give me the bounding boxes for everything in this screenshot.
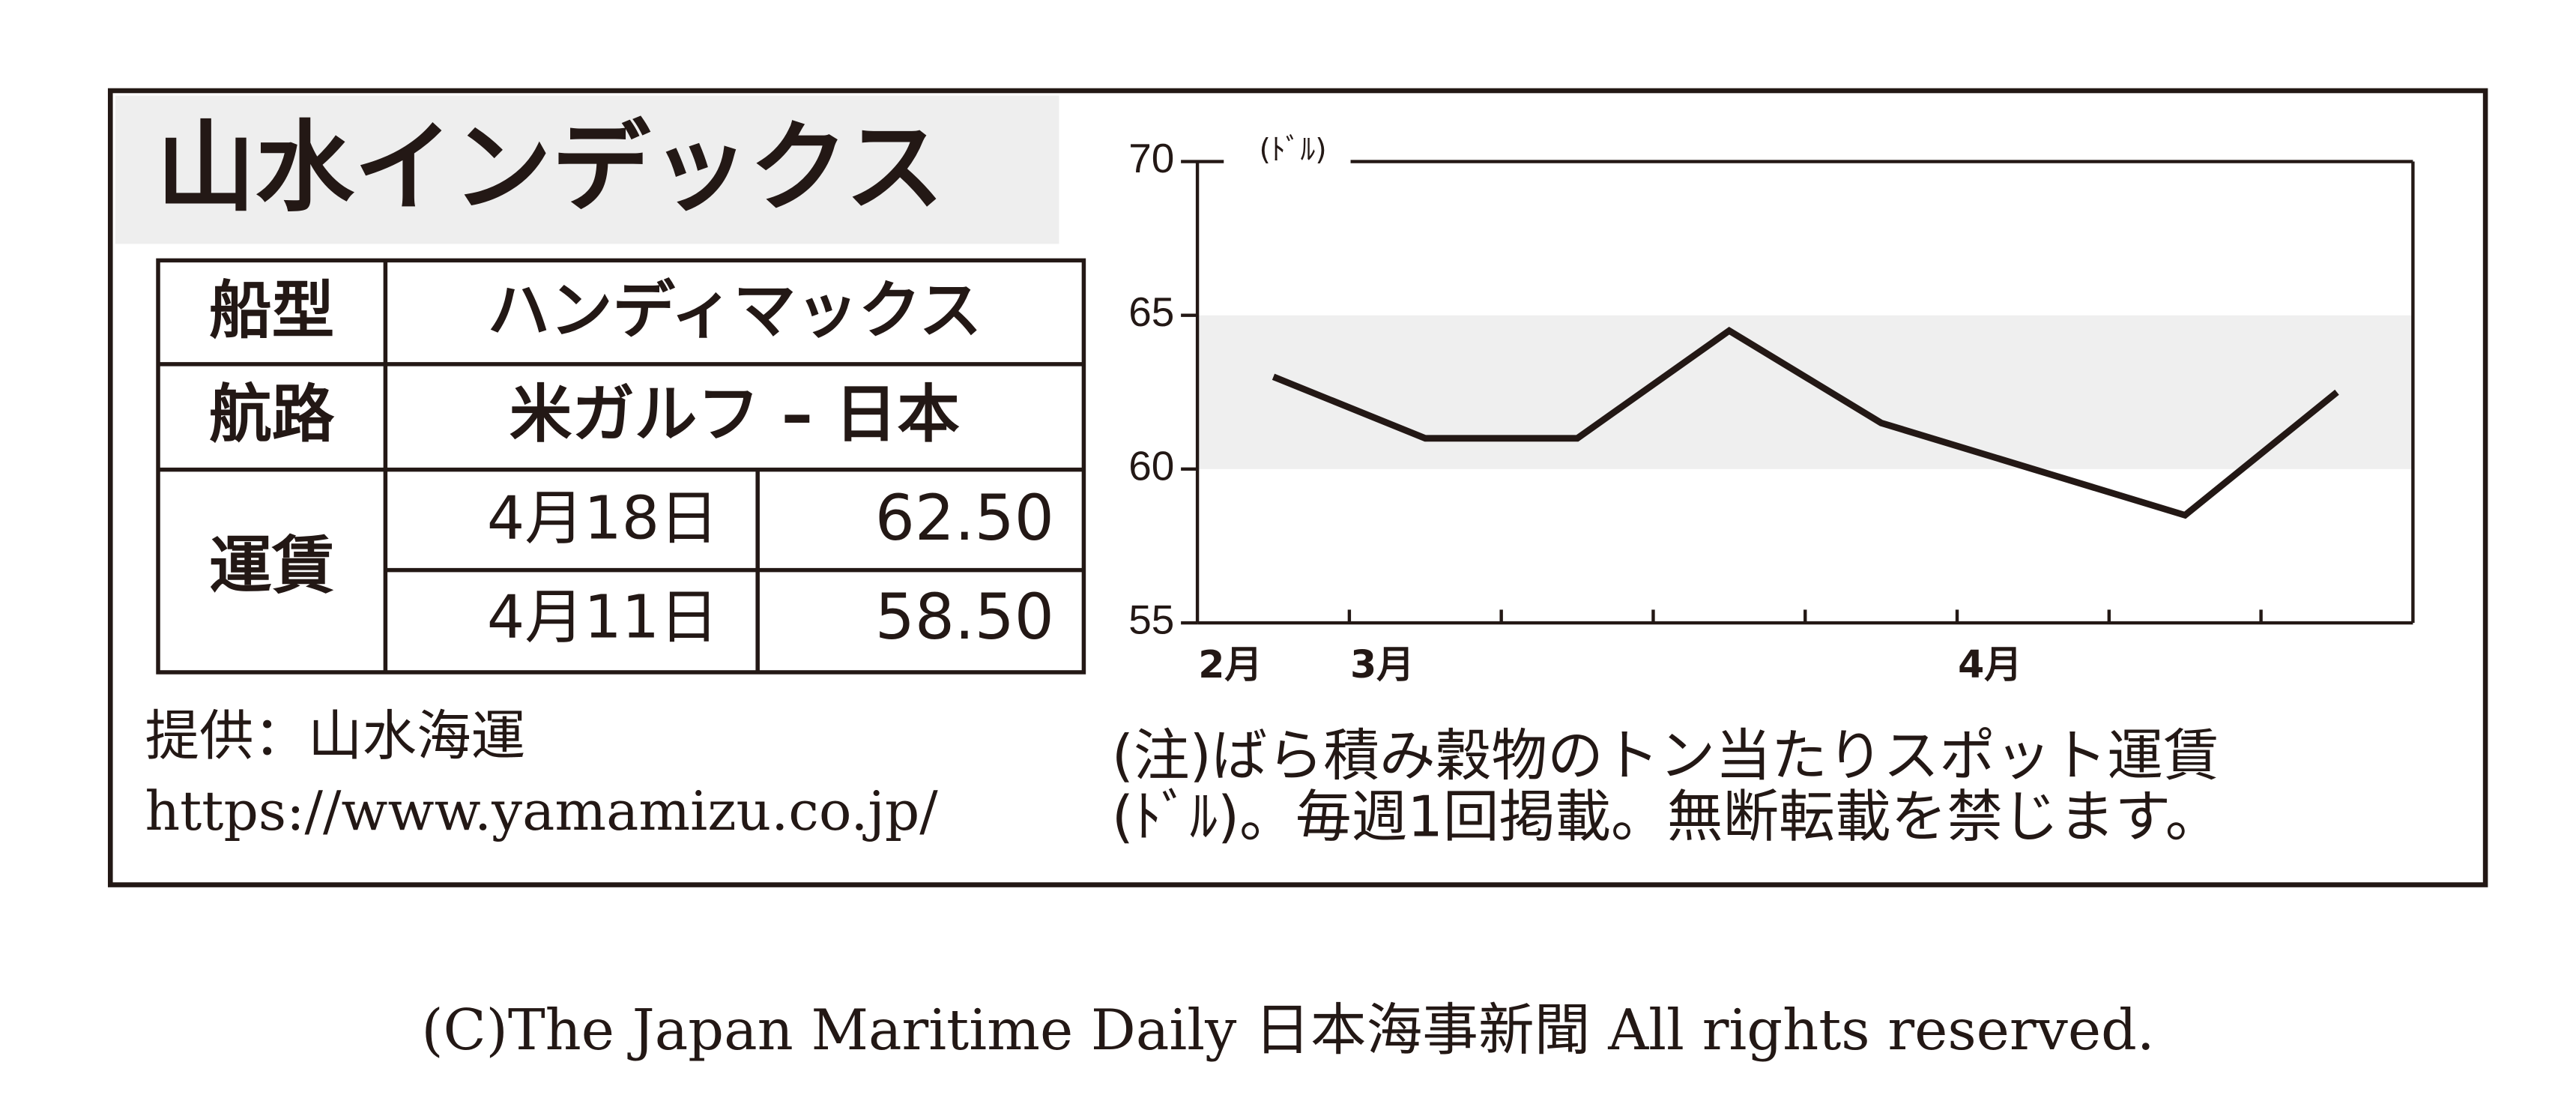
x-tick-label: 4月 — [1958, 642, 2022, 687]
y-label: (ﾄﾞﾙ) — [1260, 133, 1327, 167]
rate-label: 運賃 — [209, 529, 334, 603]
copyright: (C)The Japan Maritime Daily 日本海事新聞 All r… — [421, 998, 2154, 1063]
row-label: 航路 — [209, 377, 335, 450]
table-grid — [156, 258, 1086, 675]
row-value: 米ガルフ – 日本 — [510, 377, 960, 450]
y-tick-label: 70 — [1128, 135, 1174, 181]
source: 提供：山水海運 — [145, 705, 525, 768]
row-value: ハンディマックス — [488, 274, 982, 347]
row-label: 船型 — [209, 274, 334, 347]
y-tick-label: 60 — [1128, 442, 1174, 489]
shaded-range — [1197, 315, 2413, 469]
x-tick-label: 3月 — [1350, 642, 1415, 687]
rate-value: 58.50 — [875, 580, 1054, 654]
title-bg — [115, 95, 1059, 244]
y-tick-label: 65 — [1128, 289, 1174, 335]
frame — [107, 88, 2488, 887]
rate-date: 4月18日 — [487, 483, 719, 552]
chart: (ﾄﾞﾙ) 55 60 65 70 2月 3月 4月 — [1128, 133, 2415, 687]
source-url: https://www.yamamizu.co.jp/ — [145, 780, 938, 843]
rate-value: 62.50 — [875, 481, 1054, 555]
title: 山水インデックス — [157, 111, 944, 226]
rate-date: 4月11日 — [487, 582, 719, 651]
note: (ﾄﾞﾙ)。毎週1回掲載。無断転載を禁じます。 — [1112, 784, 2222, 849]
y-tick-label: 55 — [1128, 597, 1174, 643]
x-tick-label: 2月 — [1198, 642, 1263, 687]
data-line — [1272, 326, 2339, 519]
note: (注)ばら積み穀物のトン当たりスポット運賃 — [1112, 723, 2219, 788]
